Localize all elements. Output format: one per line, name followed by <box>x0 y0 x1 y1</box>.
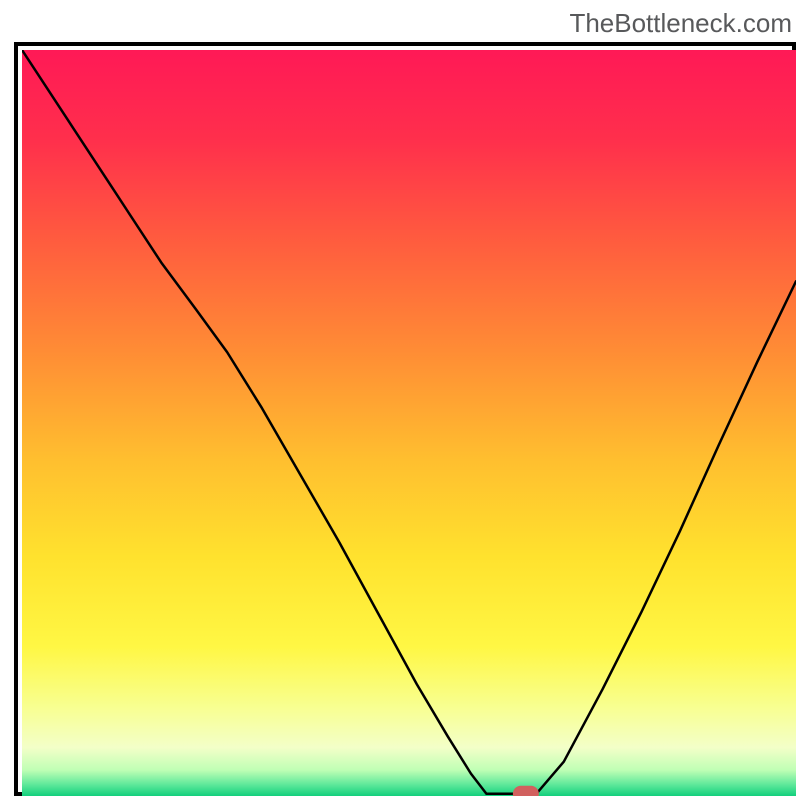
chart-frame: TheBottleneck.com <box>0 0 800 800</box>
plot-svg <box>22 50 796 796</box>
watermark-text: TheBottleneck.com <box>569 8 792 39</box>
plot-area <box>14 42 796 796</box>
optimum-marker <box>513 786 539 796</box>
gradient-background <box>22 50 796 796</box>
